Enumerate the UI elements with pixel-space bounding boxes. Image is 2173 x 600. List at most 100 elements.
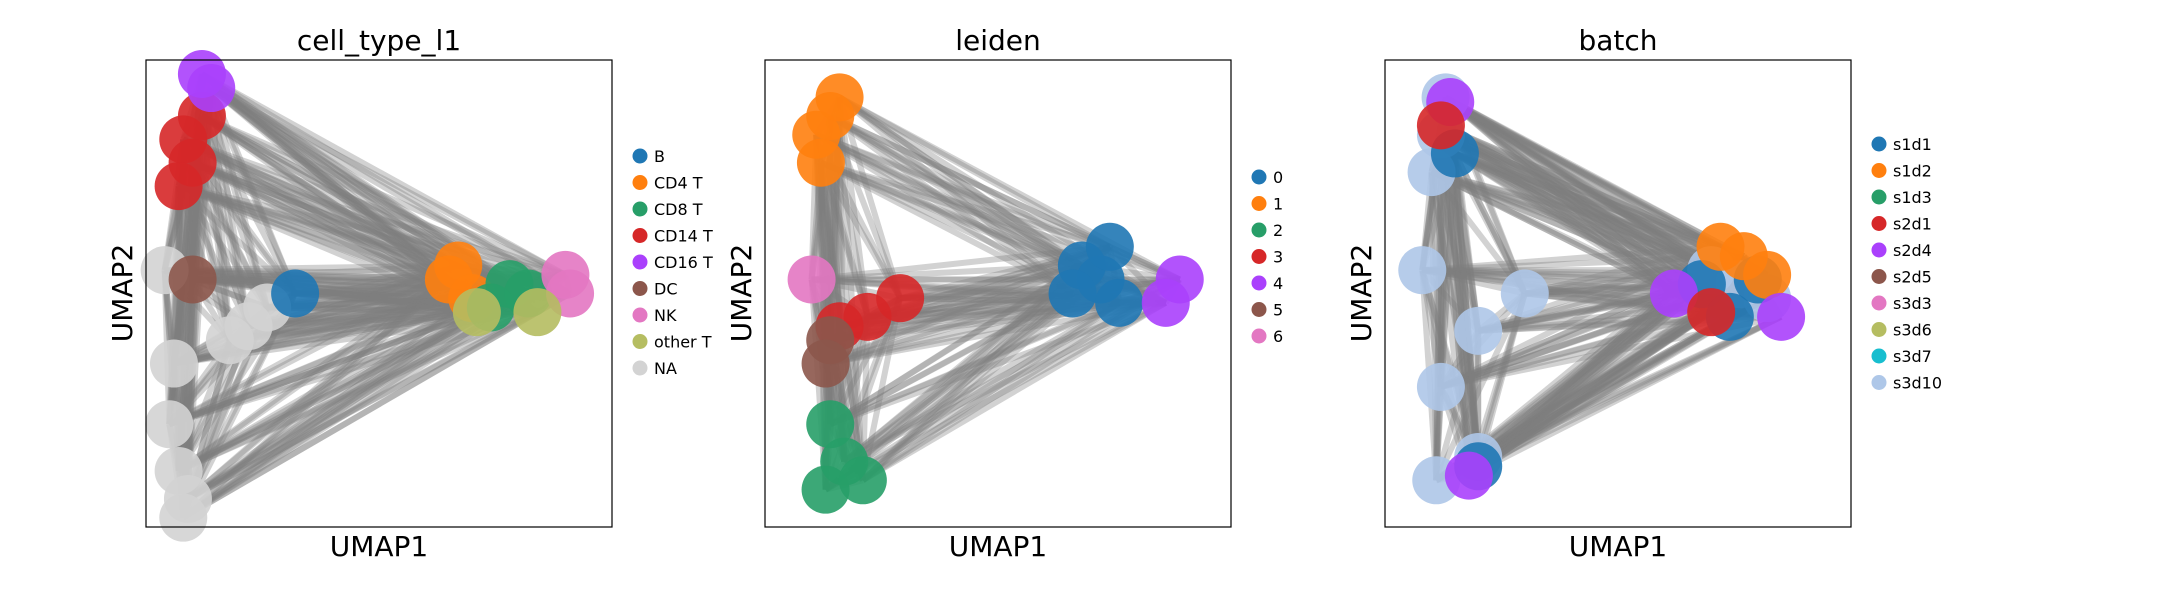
scatter-point [796,138,845,187]
edge-line [829,300,1121,428]
edge-line [1428,172,1440,481]
legend-marker [1251,222,1267,238]
edge-line [177,183,567,278]
edge-line [824,262,1083,367]
legend-label: s2d1 [1893,215,1932,234]
edge-line [209,85,451,282]
edge-line [1444,94,1746,259]
legend: s1d1 s1d2 s1d3 s2d1 s2d4 s2d5 s3d3 s3d6 s3d7 s3d1… [1871,135,1942,393]
edge-line [1439,290,1676,390]
edge-line [1453,150,1745,259]
edge-line [1422,267,1675,297]
scatter-point [801,339,850,388]
legend-marker [1251,328,1267,344]
scatter-plot-area [140,50,595,542]
scatter-point [271,269,320,318]
edge-line [828,113,1075,296]
edge-line [200,71,451,282]
series-2 [801,400,887,514]
edge-line [828,113,1112,250]
edge-line [1439,122,1676,296]
edge-line [167,276,451,427]
edge-line [186,309,539,502]
edge-line [837,95,1075,296]
edge-line [181,263,461,520]
edge-line [209,85,567,278]
legend-label: CD8 T [654,200,703,219]
legend-item: 3 [1251,248,1283,267]
legend-marker [1871,163,1887,178]
edge-line [1440,309,1712,390]
edge-line [818,161,871,318]
panel-batch: batch UMAP1 UMAP2 s1d1 s1d2 s1d3 s2d1 s2d4 s2… [1345,24,1942,563]
scatter-point [1500,269,1549,318]
edge-line [199,114,298,295]
legend-item: CD4 T [632,174,703,193]
edge-line [209,85,460,268]
edge-line [1430,169,1704,287]
legend-label: s1d2 [1893,162,1932,181]
legend-label: DC [654,280,678,299]
series-1 [792,73,864,187]
edge-line [248,304,492,330]
legend-item: NK [632,306,677,325]
edge-line [1439,132,1676,296]
edge-line [192,262,459,283]
legend-marker [1871,295,1887,311]
edge-line [200,113,460,269]
edge-line [1433,330,1482,482]
edge-line [191,160,451,283]
edge-line [1467,309,1713,479]
legend-marker [1251,169,1267,185]
edge-line [200,71,461,268]
edge-line [176,183,298,296]
x-axis-label: UMAP1 [1569,530,1668,563]
edge-line [861,300,1121,483]
scatter-point [513,288,562,337]
legend-marker [1871,322,1887,337]
legend-item: 5 [1251,301,1283,320]
edge-line [181,309,539,521]
edge-line [164,267,492,311]
edge-line [823,300,1121,493]
edge-line [177,309,479,474]
edge-line [1439,122,1713,273]
scatter-point [145,400,194,449]
edge-line [184,162,196,500]
edge-line [182,136,567,278]
edge-line [186,277,451,502]
scatter-point [787,255,836,304]
edge-line [1439,132,1713,273]
y-axis-label: UMAP2 [106,244,139,343]
edge-line [191,159,567,278]
edge-line [181,305,493,521]
legend-label: NK [654,306,677,325]
edge-line [824,300,1168,493]
edge-line [1476,314,1732,460]
edge-line [229,309,478,344]
edge-line [837,94,1103,282]
edge-line [1444,94,1722,250]
legend-marker [632,228,648,243]
edge-line [1451,153,1482,332]
scatter-point [801,465,850,514]
legend-label: s3d10 [1893,374,1942,393]
edge-line [1466,281,1704,478]
legend-item: DC [632,280,678,299]
edge-line [1451,153,1482,458]
edge-line [815,131,1111,250]
panel-leiden: leiden UMAP1 UMAP2 0 1 2 3 4 5 6 [725,24,1283,563]
edge-line [294,290,478,316]
edge-line [177,295,474,474]
scatter-point [1743,250,1792,299]
legend-item: CD8 T [632,200,703,219]
scatter-point [1687,288,1736,337]
scatter-point [159,493,208,542]
legend-label: s3d3 [1893,294,1932,313]
edge-line [229,304,492,344]
edge-line [1439,122,1746,259]
edge-line [1428,171,1472,476]
edge-line [1453,150,1713,273]
edge-line [1430,169,1722,250]
